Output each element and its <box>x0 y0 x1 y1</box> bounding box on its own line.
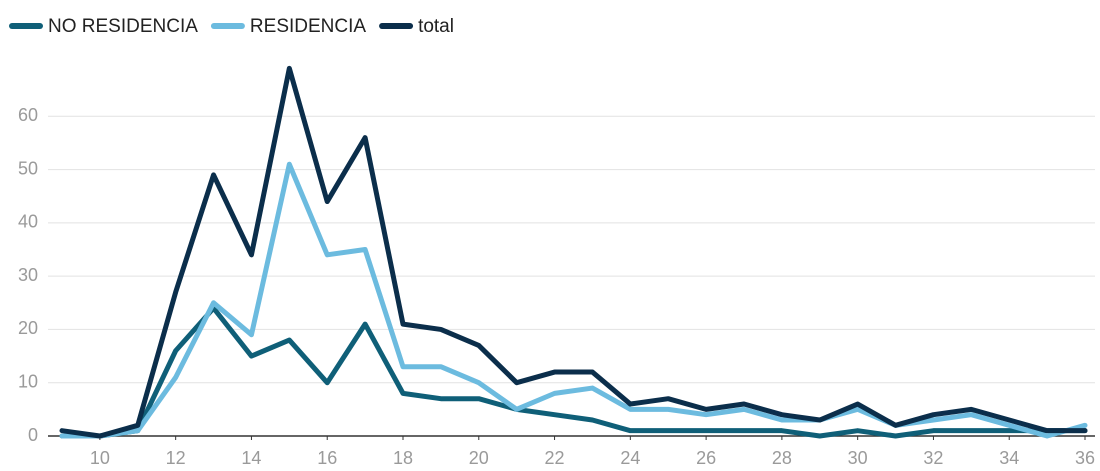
x-tick-label: 10 <box>90 448 110 467</box>
y-tick-label: 0 <box>28 425 38 445</box>
x-tick-label: 20 <box>469 448 489 467</box>
y-tick-label: 10 <box>18 371 38 391</box>
x-tick-label: 28 <box>772 448 792 467</box>
y-tick-label: 40 <box>18 212 38 232</box>
y-tick-label: 60 <box>18 105 38 125</box>
legend-label: NO RESIDENCIA <box>48 16 198 37</box>
x-tick-label: 30 <box>848 448 868 467</box>
x-tick-label: 36 <box>1075 448 1095 467</box>
x-tick-label: 22 <box>545 448 565 467</box>
y-tick-label: 20 <box>18 318 38 338</box>
y-tick-label: 30 <box>18 265 38 285</box>
series-line <box>59 65 1088 439</box>
x-tick-label: 18 <box>393 448 413 467</box>
x-tick-label: 12 <box>166 448 186 467</box>
legend-label: total <box>418 16 454 37</box>
x-tick-label: 32 <box>923 448 943 467</box>
x-tick-label: 26 <box>696 448 716 467</box>
series-line <box>59 161 1088 439</box>
x-tick-label: 14 <box>241 448 261 467</box>
series-line <box>59 305 1088 439</box>
x-tick-label: 34 <box>999 448 1019 467</box>
x-tick-label: 24 <box>620 448 640 467</box>
x-tick-label: 16 <box>317 448 337 467</box>
y-tick-label: 50 <box>18 158 38 178</box>
legend-label: RESIDENCIA <box>250 16 366 37</box>
